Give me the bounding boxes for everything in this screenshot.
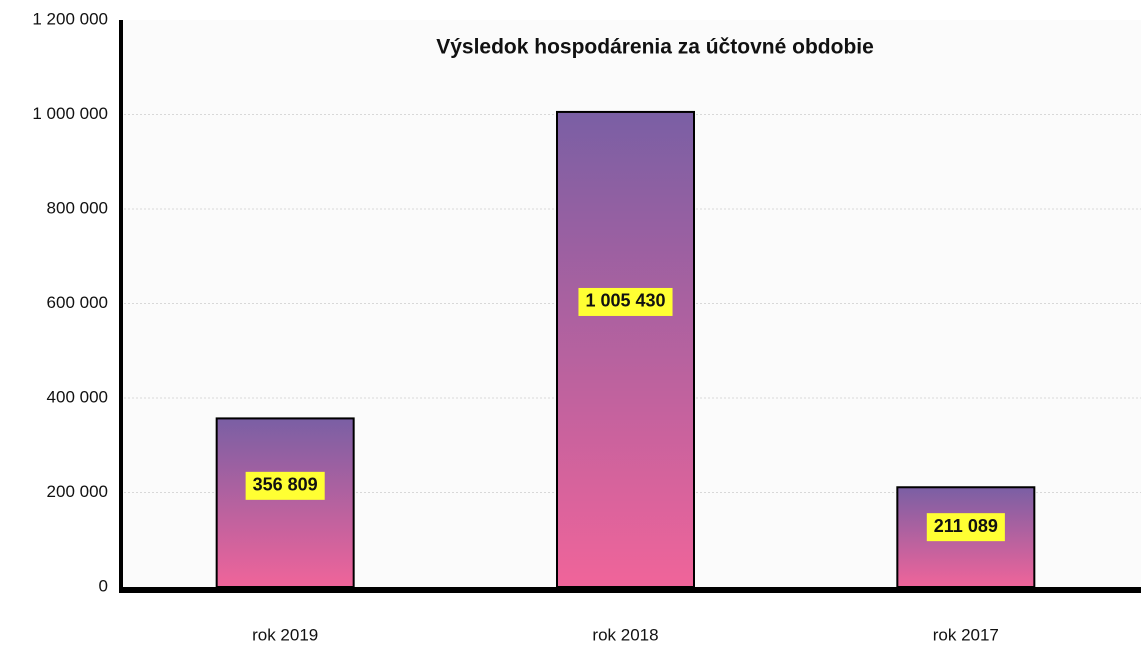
x-tick-label: rok 2019 — [252, 625, 318, 644]
value-label: 211 089 — [934, 516, 998, 536]
y-tick-label: 1 200 000 — [32, 9, 108, 28]
value-label-box — [578, 287, 673, 316]
y-tick-label: 600 000 — [47, 293, 108, 312]
value-label: 1 005 430 — [585, 291, 665, 311]
bar — [556, 110, 695, 588]
y-tick-label: 800 000 — [47, 198, 108, 217]
value-label: 356 809 — [253, 475, 318, 495]
y-tick-label: 1 000 000 — [32, 104, 108, 123]
value-label-box — [245, 471, 325, 500]
bar — [215, 417, 355, 588]
value-label-box — [926, 513, 1005, 542]
y-tick-label: 200 000 — [47, 482, 108, 501]
x-tick-label: rok 2018 — [592, 625, 658, 644]
x-tick-label: rok 2017 — [933, 625, 999, 644]
y-tick-label: 400 000 — [47, 387, 108, 406]
y-tick-label: 0 — [99, 576, 108, 595]
chart-title: Výsledok hospodárenia za účtovné obdobie — [436, 36, 874, 59]
